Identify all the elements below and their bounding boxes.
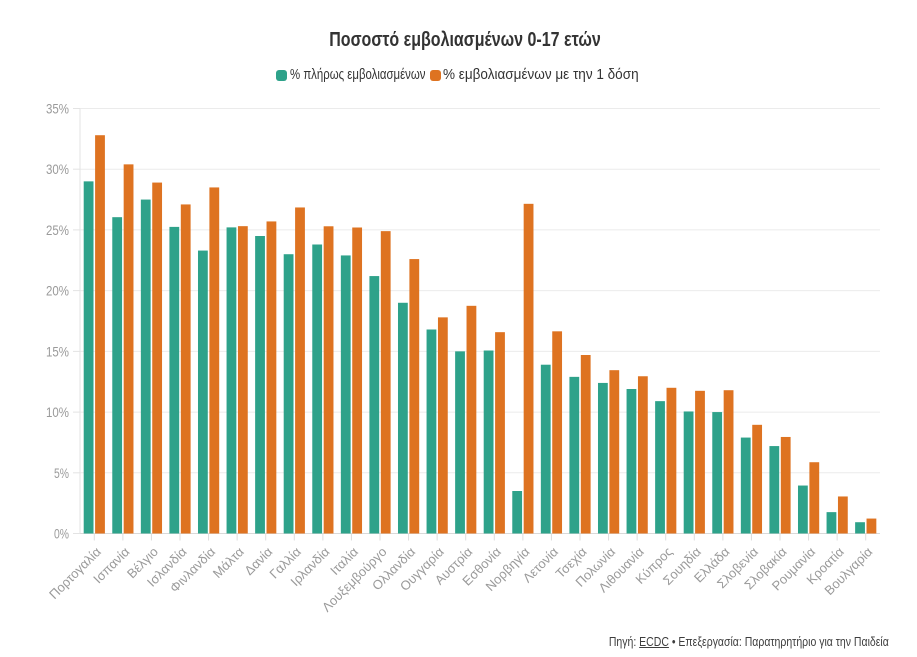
svg-text:25%: 25% [46, 222, 69, 238]
svg-text:15%: 15% [46, 343, 69, 359]
svg-text:Μάλτα: Μάλτα [210, 544, 247, 581]
svg-text:5%: 5% [54, 465, 69, 481]
svg-text:10%: 10% [46, 404, 69, 420]
svg-text:20%: 20% [46, 283, 69, 299]
svg-text:0%: 0% [54, 526, 69, 542]
svg-text:35%: 35% [46, 101, 69, 117]
svg-text:30%: 30% [46, 161, 69, 177]
